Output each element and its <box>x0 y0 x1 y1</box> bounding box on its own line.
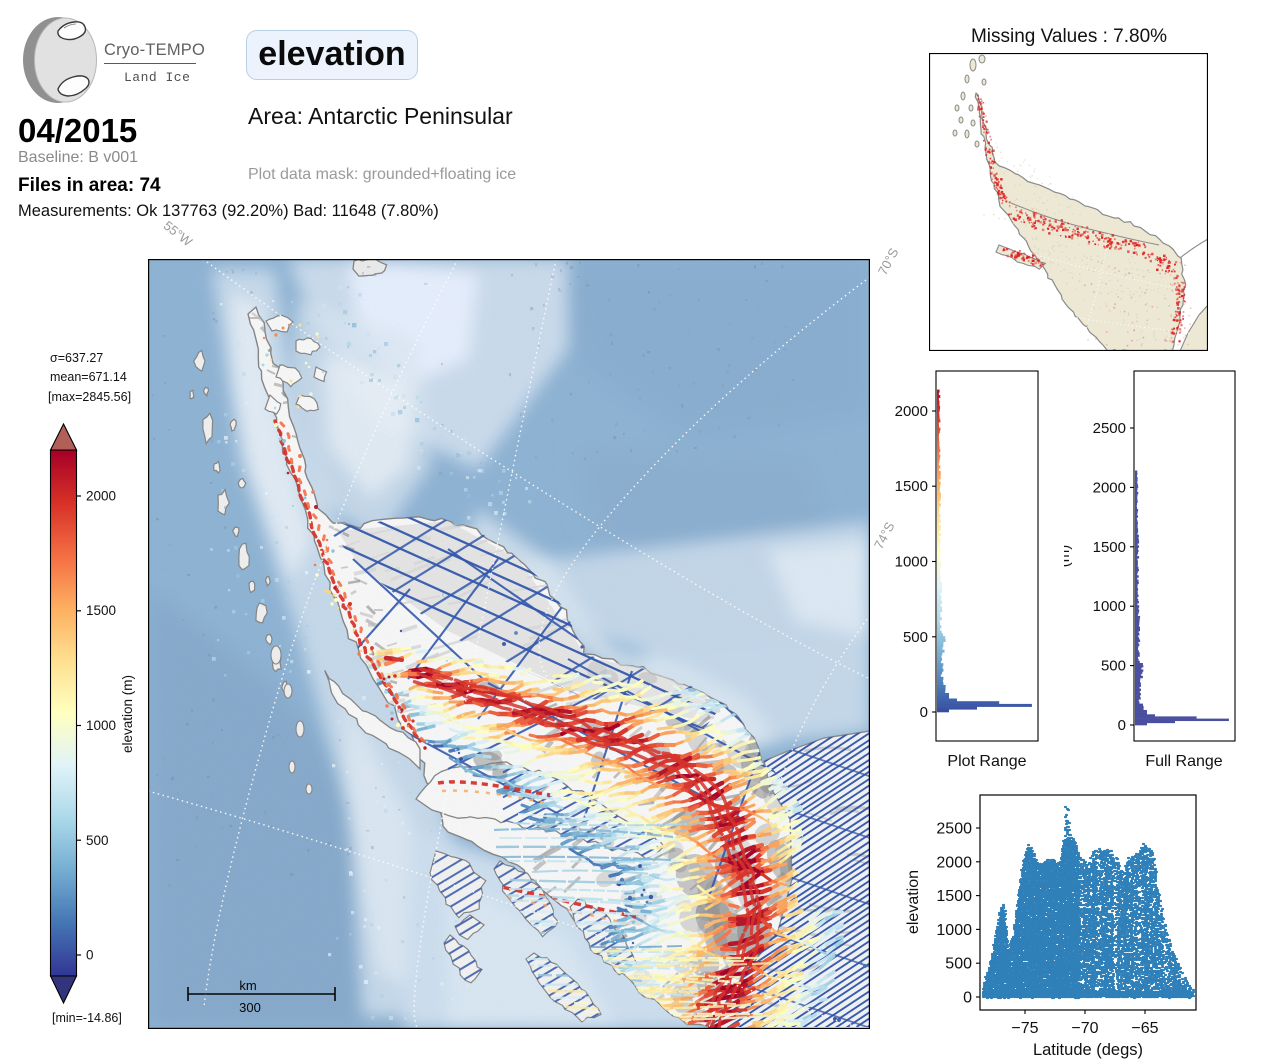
svg-text:500: 500 <box>903 629 928 646</box>
svg-text:1500: 1500 <box>86 603 116 618</box>
svg-text:mean=671.14: mean=671.14 <box>50 370 127 384</box>
svg-text:[min=-14.86]: [min=-14.86] <box>52 1011 122 1025</box>
svg-text:−65: −65 <box>1131 1020 1158 1037</box>
svg-text:1500: 1500 <box>895 478 928 495</box>
svg-text:500: 500 <box>945 956 972 973</box>
svg-text:−70: −70 <box>1071 1020 1098 1037</box>
svg-text:2000: 2000 <box>895 403 928 420</box>
svg-text:500: 500 <box>1101 658 1126 675</box>
svg-text:(m): (m) <box>1064 545 1073 568</box>
svg-text:elevation: elevation <box>905 870 922 934</box>
svg-text:Latitude (degs): Latitude (degs) <box>1033 1041 1143 1059</box>
svg-text:1000: 1000 <box>1093 598 1126 615</box>
svg-text:elevation (m): elevation (m) <box>120 675 135 753</box>
svg-text:2000: 2000 <box>1093 479 1126 496</box>
svg-text:2500: 2500 <box>936 821 972 838</box>
svg-text:1000: 1000 <box>895 554 928 571</box>
svg-text:Full Range: Full Range <box>1145 753 1222 770</box>
svg-text:−75: −75 <box>1011 1020 1038 1037</box>
svg-text:2500: 2500 <box>1093 420 1126 437</box>
svg-text:1000: 1000 <box>936 922 972 939</box>
svg-text:Plot Range: Plot Range <box>947 753 1026 770</box>
svg-text:0: 0 <box>920 704 928 721</box>
svg-text:1000: 1000 <box>86 718 116 733</box>
svg-text:1500: 1500 <box>1093 539 1126 556</box>
svg-text:1500: 1500 <box>936 888 972 905</box>
svg-text:500: 500 <box>86 833 109 848</box>
svg-text:[max=2845.56]: [max=2845.56] <box>48 390 131 404</box>
svg-text:2000: 2000 <box>936 854 972 871</box>
svg-text:σ=637.27: σ=637.27 <box>50 351 103 365</box>
svg-text:0: 0 <box>963 990 972 1007</box>
svg-text:0: 0 <box>86 948 94 963</box>
svg-text:0: 0 <box>1118 717 1126 734</box>
svg-text:2000: 2000 <box>86 489 116 504</box>
